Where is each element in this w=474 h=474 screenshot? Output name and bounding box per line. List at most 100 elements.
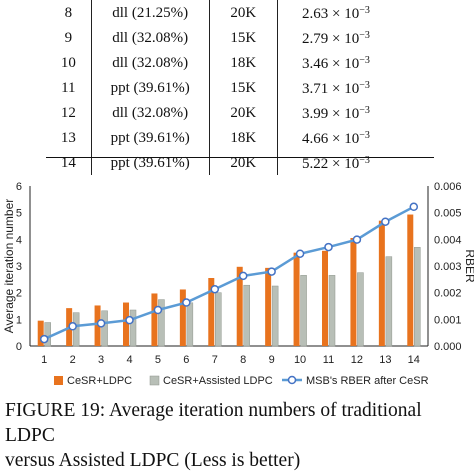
x-tick-label: 9 — [269, 354, 275, 366]
rber-base: × 10 — [331, 56, 360, 72]
method-cell: ppt (39.61%) — [90, 75, 210, 100]
y2-tick-label: 0.005 — [434, 208, 462, 220]
row-id-cell: 12 — [60, 104, 76, 121]
y-tick-label: 6 — [16, 181, 22, 193]
x-tick-label: 14 — [408, 354, 420, 366]
x-tick-label: 6 — [183, 354, 189, 366]
legend-marker-rber — [287, 375, 297, 385]
rber-point — [352, 235, 362, 244]
table-row: 14 ppt (39.61%) 20K 5.22 × 10−3 — [46, 150, 434, 175]
x-tick-label: 13 — [379, 354, 391, 366]
rber-cell: 5.22 × 10−3 — [277, 150, 434, 175]
bar-cesr-ldpc — [265, 267, 272, 346]
caption-line-2: versus Assisted LDPC (Less is better) — [5, 450, 301, 471]
bar-cesr-ldpc — [37, 320, 44, 346]
rber-mantissa: 3.46 — [301, 56, 329, 72]
bar-cesr-assisted-ldpc — [385, 256, 393, 347]
caption-line-1: FIGURE 19: Average iteration numbers of … — [5, 400, 422, 446]
rber-base: × 10 — [331, 81, 360, 97]
rber-exponent: −3 — [359, 105, 370, 116]
rber-point — [68, 322, 77, 331]
bar-cesr-assisted-ldpc — [414, 247, 421, 347]
legend-label-rber: MSB's RBER after CeSR — [306, 375, 429, 387]
y-tick-label: 3 — [16, 261, 22, 273]
rber-mantissa: 5.22 — [301, 156, 329, 172]
x-tick-label: 4 — [126, 354, 132, 366]
x-tick-label: 3 — [98, 354, 104, 366]
x-tick-label: 1 — [41, 354, 47, 366]
size-cell: 18K — [209, 50, 278, 75]
bar-cesr-ldpc — [322, 250, 328, 346]
y2-tick-label: 0.001 — [434, 314, 462, 326]
method-cell: dll (32.08%) — [90, 25, 210, 50]
size-cell: 15K — [209, 25, 278, 50]
x-tick-label: 11 — [323, 354, 334, 366]
rber-mantissa: 3.99 — [301, 106, 329, 122]
bar-cesr-assisted-ldpc — [357, 272, 364, 347]
row-id-cell: 11 — [61, 79, 76, 96]
rber-cell: 3.99 × 10−3 — [277, 100, 434, 125]
y2-tick-label: 0.000 — [434, 341, 462, 353]
legend-swatch-cesr-assisted-ldpc — [149, 375, 160, 386]
y-tick-label: 0 — [16, 341, 22, 353]
rber-exponent: −3 — [359, 155, 370, 166]
table-row: 12 dll (32.08%) 20K 3.99 × 10−3 — [46, 100, 434, 125]
table-row: 13 ppt (39.61%) 18K 4.66 × 10−3 — [46, 125, 434, 150]
rber-cell: 2.63 × 10−3 — [277, 0, 434, 25]
row-id-cell: 10 — [60, 54, 76, 71]
bar-cesr-assisted-ldpc — [129, 309, 137, 347]
rber-base: × 10 — [331, 131, 360, 147]
y-axis-label: Average iteration number — [2, 199, 16, 334]
bar-cesr-ldpc — [350, 238, 357, 346]
rber-base: × 10 — [331, 156, 360, 172]
rber-point — [238, 271, 248, 281]
size-cell: 18K — [209, 125, 278, 150]
rber-point — [324, 242, 333, 252]
y2-tick-label: 0.002 — [434, 288, 462, 300]
rber-cell: 3.46 × 10−3 — [277, 50, 434, 75]
row-id-cell: 14 — [60, 154, 76, 171]
bar-cesr-assisted-ldpc — [271, 285, 279, 347]
bar-cesr-ldpc — [293, 252, 300, 346]
size-cell: 15K — [209, 75, 278, 100]
y2-tick-label: 0.003 — [434, 261, 462, 273]
x-tick-label: 5 — [155, 354, 161, 366]
table-row: 10 dll (32.08%) 18K 3.46 × 10−3 — [46, 50, 434, 75]
rber-point — [182, 298, 191, 307]
rber-exponent: −3 — [359, 55, 370, 66]
rber-exponent: −3 — [359, 5, 370, 16]
rber-mantissa: 4.66 — [301, 131, 329, 147]
results-table-grid: 8 dll (21.25%) 20K 2.63 × 10−3 9 dll (32.08%)… — [46, 0, 434, 175]
rber-base: × 10 — [331, 31, 360, 47]
size-cell: 20K — [209, 150, 278, 175]
method-cell: dll (32.08%) — [90, 50, 210, 75]
rber-point — [153, 305, 163, 315]
rber-cell: 3.71 × 10−3 — [277, 75, 434, 100]
legend-label-cesr-ldpc: CeSR+LDPC — [67, 375, 132, 387]
figure-caption: FIGURE 19: Average iteration numbers of … — [5, 398, 473, 473]
table-row: 11 ppt (39.61%) 15K 3.71 × 10−3 — [46, 75, 434, 100]
bar-cesr-assisted-ldpc — [101, 310, 108, 347]
rber-point — [39, 334, 49, 344]
y-tick-label: 2 — [16, 288, 22, 300]
y2-tick-label: 0.004 — [434, 234, 462, 246]
bar-cesr-assisted-ldpc — [243, 284, 250, 347]
iteration-chart: 01234560.0000.0010.0020.0030.0040.0050.0… — [2, 181, 474, 387]
rber-base: × 10 — [331, 106, 360, 122]
table-row: 9 dll (32.08%) 15K 2.79 × 10−3 — [46, 25, 434, 50]
x-tick-label: 12 — [351, 354, 363, 366]
rber-line — [43, 205, 415, 341]
legend-swatch-cesr-ldpc — [54, 376, 63, 385]
rber-point — [125, 315, 134, 325]
x-tick-label: 8 — [240, 354, 246, 366]
bar-cesr-assisted-ldpc — [44, 322, 51, 347]
bar-cesr-assisted-ldpc — [215, 292, 222, 347]
rber-base: × 10 — [331, 6, 360, 22]
rber-exponent: −3 — [359, 130, 370, 141]
bar-cesr-ldpc — [407, 214, 414, 346]
y-tick-label: 5 — [16, 208, 22, 220]
x-tick-label: 10 — [294, 354, 306, 366]
method-cell: dll (32.08%) — [90, 100, 210, 125]
bar-cesr-ldpc — [378, 220, 385, 346]
bar-cesr-assisted-ldpc — [186, 302, 194, 347]
